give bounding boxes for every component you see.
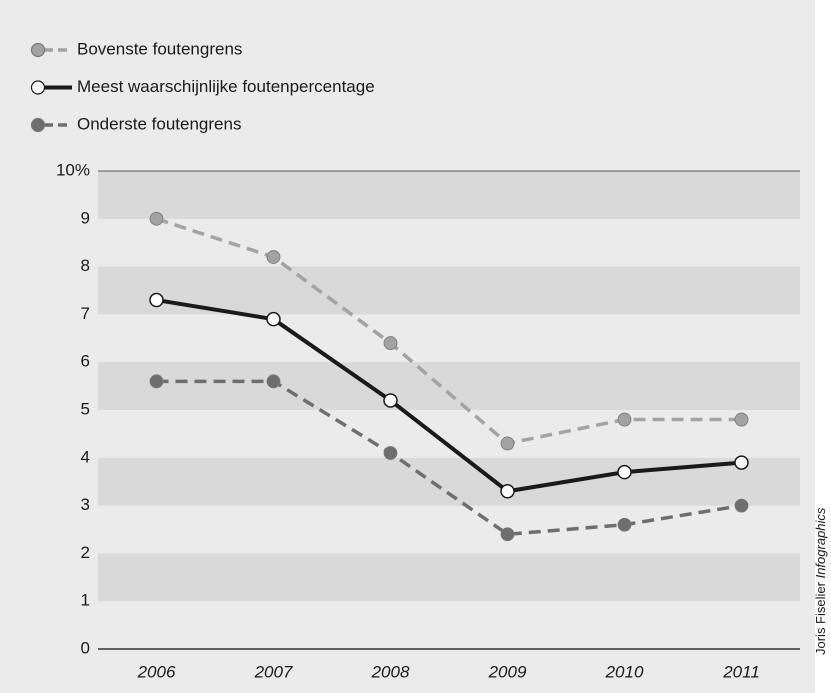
series-line (156, 298, 742, 494)
y-tick-label: 10% (56, 160, 90, 179)
point (266, 374, 281, 389)
legend-label: Onderste foutengrens (77, 114, 241, 133)
y-tick-label: 7 (81, 304, 90, 323)
y-tick-label: 0 (81, 638, 90, 657)
y-tick-label: 9 (81, 208, 90, 227)
point (500, 436, 515, 451)
point (149, 211, 164, 226)
series-line (156, 379, 742, 537)
grid-band (98, 266, 800, 315)
x-tick-label: 2008 (371, 662, 410, 681)
point (266, 311, 281, 327)
point (734, 498, 749, 513)
x-tick-label: 2006 (137, 662, 176, 681)
point (383, 336, 398, 350)
y-tick-label: 6 (81, 352, 90, 371)
y-tick-label: 3 (81, 495, 90, 514)
point (617, 464, 632, 480)
grid-band (98, 362, 800, 410)
point (149, 292, 164, 308)
series-line (155, 217, 742, 446)
credit-name: Joris Fiselier (813, 581, 828, 655)
legend-marker (30, 80, 46, 95)
legend-marker (30, 42, 46, 58)
x-tick-label: 2007 (254, 662, 293, 681)
grid-band (98, 553, 800, 602)
grid-band (98, 171, 800, 219)
legend-label: Meest waarschijnlijke foutenpercentage (77, 77, 375, 96)
point (266, 250, 281, 264)
y-tick-label: 4 (81, 447, 90, 466)
point (617, 412, 632, 427)
legend-marker (30, 117, 46, 133)
point (734, 412, 749, 427)
point (383, 446, 398, 460)
y-tick-label: 2 (81, 543, 90, 562)
x-tick-label: 2011 (722, 662, 760, 681)
y-tick-label: 1 (81, 591, 90, 610)
point (734, 455, 749, 470)
point (500, 527, 515, 542)
y-tick-label: 8 (81, 256, 90, 275)
x-tick-label: 2010 (605, 662, 644, 681)
point (617, 517, 632, 532)
y-tick-label: 5 (81, 399, 90, 418)
point (500, 484, 515, 499)
legend-label: Bovenste foutengrens (77, 39, 242, 58)
x-tick-label: 2009 (488, 662, 527, 681)
credit: Joris Fiselier Infographics (813, 507, 828, 655)
point (383, 393, 398, 408)
credit-italic: Infographics (813, 507, 828, 578)
point (149, 374, 164, 389)
